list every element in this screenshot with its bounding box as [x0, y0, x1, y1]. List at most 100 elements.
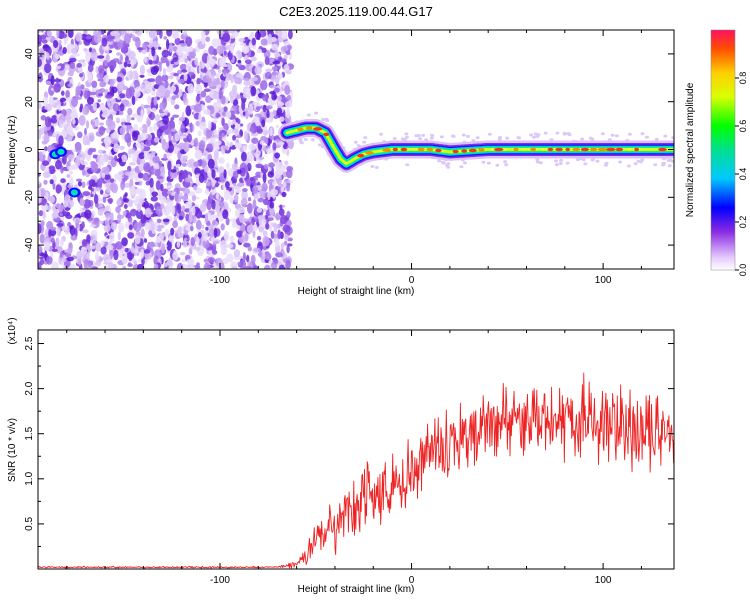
spectrogram-noise-blob: [250, 122, 258, 134]
spectrogram-noise-blob: [77, 131, 83, 139]
spectrogram-noise-blob: [119, 127, 126, 135]
spectrogram-noise-blob: [44, 116, 52, 128]
spectrogram-noise-blob: [161, 188, 169, 197]
spectrogram-peak: [589, 147, 598, 152]
spectrogram-noise-blob: [103, 174, 111, 180]
spectrogram-noise-blob: [253, 247, 261, 253]
spectrogram-noise-blob: [124, 247, 129, 253]
spectrogram-noise-blob: [135, 195, 140, 205]
spectrogram-noise-blob: [236, 104, 240, 115]
spectrogram-noise-blob: [121, 255, 128, 265]
spectrogram-noise-blob: [562, 131, 567, 135]
spectrogram-noise-blob: [222, 209, 229, 220]
spectrogram-noise-blob: [134, 181, 140, 185]
spectrogram-noise-blob: [239, 213, 245, 223]
spectrogram-noise-blob: [88, 262, 92, 268]
spectrogram-noise-blob: [164, 228, 170, 237]
spectrogram-noise-blob: [418, 137, 423, 141]
spectrogram-noise-blob: [95, 260, 101, 267]
spectrogram-noise-blob: [227, 119, 231, 128]
spectrogram-noise-blob: [379, 132, 383, 136]
spectrogram-noise-blob: [268, 162, 275, 168]
spectrogram-noise-blob: [51, 248, 58, 253]
spectrogram-noise-blob: [154, 114, 161, 122]
spectrogram-noise-blob: [196, 262, 200, 267]
spectrogram-noise-blob: [56, 237, 60, 248]
colorbar-tick-label: 0.6: [738, 120, 748, 133]
spectrogram-noise-blob: [273, 87, 280, 93]
spectrogram-noise-blob: [607, 138, 612, 142]
spectrogram-noise-blob: [67, 83, 73, 88]
spectrogram-noise-blob: [49, 179, 54, 185]
spectrogram-noise-blob: [45, 80, 52, 86]
spectrogram-noise-blob: [600, 132, 605, 136]
spectrogram-noise-blob: [133, 90, 141, 98]
spectrogram-noise-blob: [229, 141, 233, 147]
spectrogram-noise-blob: [112, 58, 120, 63]
spectrogram-noise-blob: [97, 99, 101, 103]
spectrogram-noise-blob: [174, 132, 180, 142]
spectrogram-noise-blob: [264, 71, 272, 80]
spectrogram-noise-blob: [123, 211, 127, 217]
spectrogram-noise-blob: [229, 235, 235, 243]
spectrogram-noise-blob: [132, 113, 139, 118]
spectrogram-noise-blob: [195, 83, 202, 95]
spectrogram-noise-blob: [253, 265, 259, 269]
spectrogram-noise-blob: [277, 229, 282, 240]
spectrogram-noise-blob: [201, 224, 205, 230]
spectrogram-noise-blob: [269, 201, 275, 209]
spectrogram-noise-blob: [94, 188, 101, 192]
spectrogram-noise-blob: [38, 223, 42, 234]
snr-frame: [37, 329, 675, 570]
spectrogram-noise-blob: [158, 233, 164, 242]
spectrogram-noise-blob: [131, 95, 136, 106]
spectrogram-noise-blob: [39, 252, 45, 257]
spectrogram-noise-blob: [105, 259, 113, 263]
spectrogram-noise-blob: [133, 123, 139, 131]
spectrogram-noise-blob: [211, 199, 216, 210]
spectrogram-noise-blob: [130, 58, 135, 68]
spectrogram-noise-blob: [208, 45, 215, 56]
spectrogram-noise-blob: [104, 218, 110, 226]
spectrogram-noise-blob: [134, 234, 141, 245]
spectrogram-noise-blob: [39, 233, 45, 244]
spectrogram-noise-blob: [250, 56, 257, 62]
snr-y-axis-label: SNR (10 * v/v): [7, 418, 18, 482]
spectrogram-noise-blob: [181, 205, 186, 211]
spectrogram-noise-blob: [109, 78, 115, 87]
spectrogram-noise-blob: [159, 101, 166, 111]
spectrogram-noise-blob: [127, 107, 133, 116]
spectrogram-noise-blob: [536, 133, 541, 137]
spectrogram-noise-blob: [124, 132, 132, 143]
spectrogram-noise-blob: [103, 166, 110, 175]
spectrogram-y-tick-label: 20: [24, 96, 35, 108]
spectrogram-marks: [38, 30, 674, 269]
spectrogram-noise-blob: [94, 242, 102, 252]
spectrogram-noise-blob: [317, 143, 322, 147]
spectrogram-noise-blob: [233, 194, 239, 204]
spectrogram-noise-blob: [151, 107, 157, 113]
spectrogram-noise-blob: [236, 30, 240, 33]
spectrogram-noise-blob: [156, 228, 162, 232]
spectrogram-noise-blob: [267, 190, 271, 201]
spectrogram-noise-blob: [162, 67, 167, 76]
spectrogram-noise-blob: [283, 54, 288, 60]
spectrogram-noise-blob: [106, 136, 111, 144]
spectrogram-noise-blob: [125, 212, 132, 219]
spectrogram-noise-blob: [79, 73, 84, 78]
spectrogram-noise-blob: [110, 222, 118, 231]
spectrogram-noise-blob: [83, 47, 88, 52]
spectrogram-noise-blob: [235, 49, 243, 60]
spectrogram-y-axis-label: Frequency (Hz): [7, 116, 18, 185]
spectrogram-noise-blob: [140, 228, 145, 238]
spectrogram-noise-blob: [181, 162, 187, 167]
spectrogram-noise-blob: [237, 230, 243, 235]
spectrogram-noise-blob: [177, 78, 185, 84]
spectrogram-noise-blob: [119, 145, 125, 151]
spectrogram-noise-blob: [414, 134, 419, 138]
spectrogram-noise-blob: [217, 140, 222, 146]
spectrogram-noise-blob: [198, 140, 206, 150]
spectrogram-x-axis-label: Height of straight line (km): [298, 286, 415, 297]
spectrogram-noise-blob: [261, 187, 267, 192]
spectrogram-noise-blob: [185, 36, 193, 47]
